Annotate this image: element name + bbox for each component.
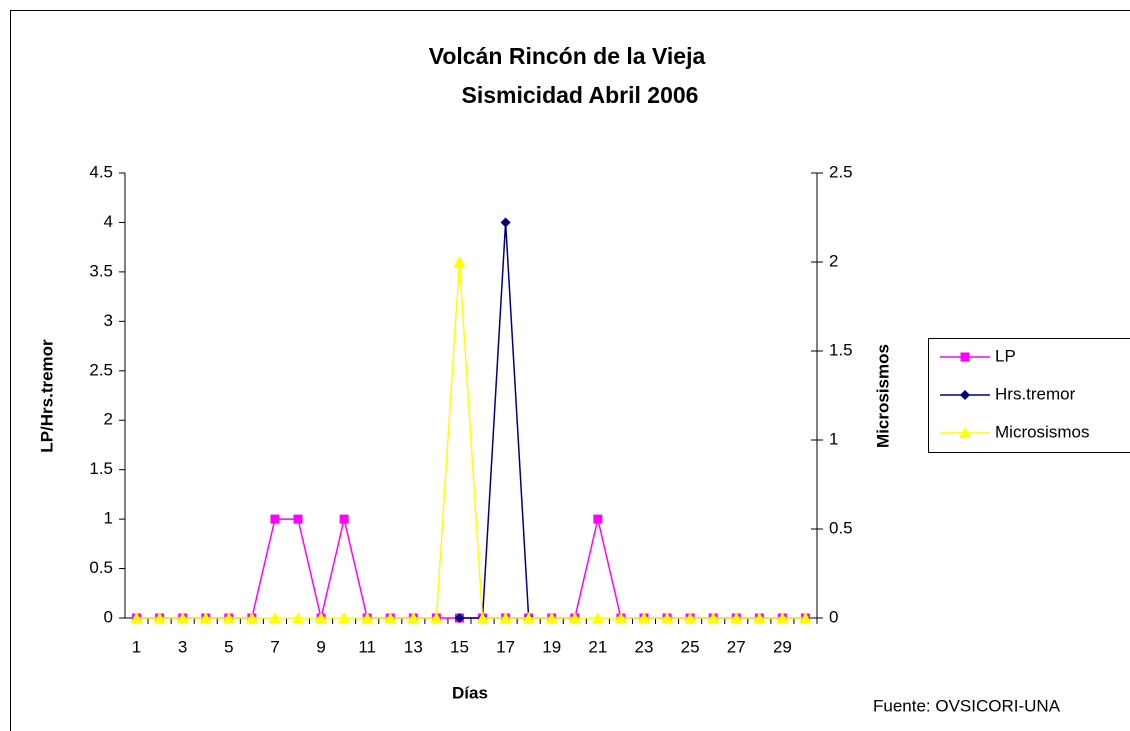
- y-tick-label: 0: [104, 607, 113, 626]
- data-point: [661, 612, 674, 623]
- data-point: [222, 612, 235, 623]
- data-point: [614, 612, 627, 623]
- data-point: [776, 612, 789, 623]
- legend-marker: [960, 352, 970, 362]
- data-point: [454, 613, 465, 623]
- x-tick-label: 29: [773, 637, 792, 656]
- x-axis-title: Días: [452, 683, 488, 702]
- legend-label: Hrs.tremor: [995, 384, 1076, 403]
- y-tick-label: 1: [104, 509, 113, 528]
- x-tick-label: 15: [450, 637, 469, 656]
- data-point: [522, 612, 535, 623]
- y-tick-label: 3.5: [89, 261, 113, 280]
- data-point: [270, 514, 280, 524]
- x-tick-label: 19: [542, 637, 561, 656]
- data-point: [292, 612, 304, 623]
- data-point: [799, 612, 812, 623]
- series-line: [136, 518, 806, 619]
- x-tick-label: 27: [727, 637, 746, 656]
- legend-label: Microsismos: [995, 422, 1089, 441]
- data-point: [430, 612, 443, 623]
- y2-axis-title: Microsismos: [873, 344, 892, 448]
- data-point: [176, 612, 189, 623]
- data-point: [568, 612, 581, 623]
- y-tick-label: 4.5: [89, 162, 113, 181]
- data-point: [268, 612, 281, 623]
- series-line: [459, 222, 530, 619]
- data-point: [338, 612, 351, 623]
- chart-subtitle: Sismicidad Abril 2006: [462, 82, 699, 108]
- data-point: [315, 612, 328, 623]
- y2-tick-label: 2.5: [829, 162, 853, 181]
- data-point: [545, 612, 558, 623]
- x-tick-label: 23: [635, 637, 654, 656]
- data-point: [591, 612, 604, 623]
- x-tick-label: 1: [132, 637, 141, 656]
- data-point: [407, 612, 420, 623]
- y-axis-title: LP/Hrs.tremor: [37, 339, 56, 453]
- data-point: [339, 514, 349, 524]
- legend-marker: [959, 427, 971, 438]
- data-point: [476, 612, 489, 623]
- data-point: [499, 612, 512, 623]
- y-tick-label: 4: [104, 212, 113, 231]
- data-point: [153, 612, 166, 623]
- legend-marker: [960, 390, 970, 400]
- series-line: [136, 261, 806, 619]
- data-point: [130, 612, 143, 623]
- legend-label: LP: [995, 346, 1016, 365]
- data-point: [638, 612, 650, 623]
- x-tick-label: 7: [270, 637, 279, 656]
- data-point: [245, 612, 258, 623]
- y2-tick-label: 1.5: [829, 340, 853, 359]
- y2-tick-label: 2: [829, 251, 838, 270]
- y2-tick-label: 0: [829, 607, 838, 626]
- y-tick-label: 0.5: [89, 558, 113, 577]
- chart-title: Volcán Rincón de la Vieja: [429, 43, 706, 69]
- y2-tick-label: 0.5: [829, 518, 853, 537]
- data-point: [707, 612, 720, 623]
- y-tick-label: 1.5: [89, 459, 113, 478]
- data-point: [384, 612, 397, 623]
- y-tick-label: 2: [104, 410, 113, 429]
- data-point: [293, 514, 303, 524]
- x-tick-label: 9: [316, 637, 325, 656]
- x-tick-label: 25: [681, 637, 700, 656]
- x-tick-label: 5: [224, 637, 233, 656]
- data-point: [199, 612, 212, 623]
- source-note: Fuente: OVSICORI-UNA: [873, 696, 1061, 715]
- x-tick-label: 3: [178, 637, 187, 656]
- x-tick-label: 13: [404, 637, 423, 656]
- y-tick-label: 2.5: [89, 360, 113, 379]
- chart-border: [10, 10, 1130, 731]
- data-point: [753, 612, 766, 623]
- x-tick-label: 17: [496, 637, 515, 656]
- x-tick-label: 11: [358, 637, 376, 656]
- data-point: [361, 612, 374, 623]
- data-point: [500, 217, 511, 228]
- data-point: [684, 612, 697, 623]
- data-point: [730, 612, 743, 623]
- data-point: [453, 256, 466, 267]
- y2-tick-label: 1: [829, 429, 838, 448]
- x-tick-label: 21: [588, 637, 607, 656]
- data-point: [593, 514, 603, 524]
- y-tick-label: 3: [104, 311, 113, 330]
